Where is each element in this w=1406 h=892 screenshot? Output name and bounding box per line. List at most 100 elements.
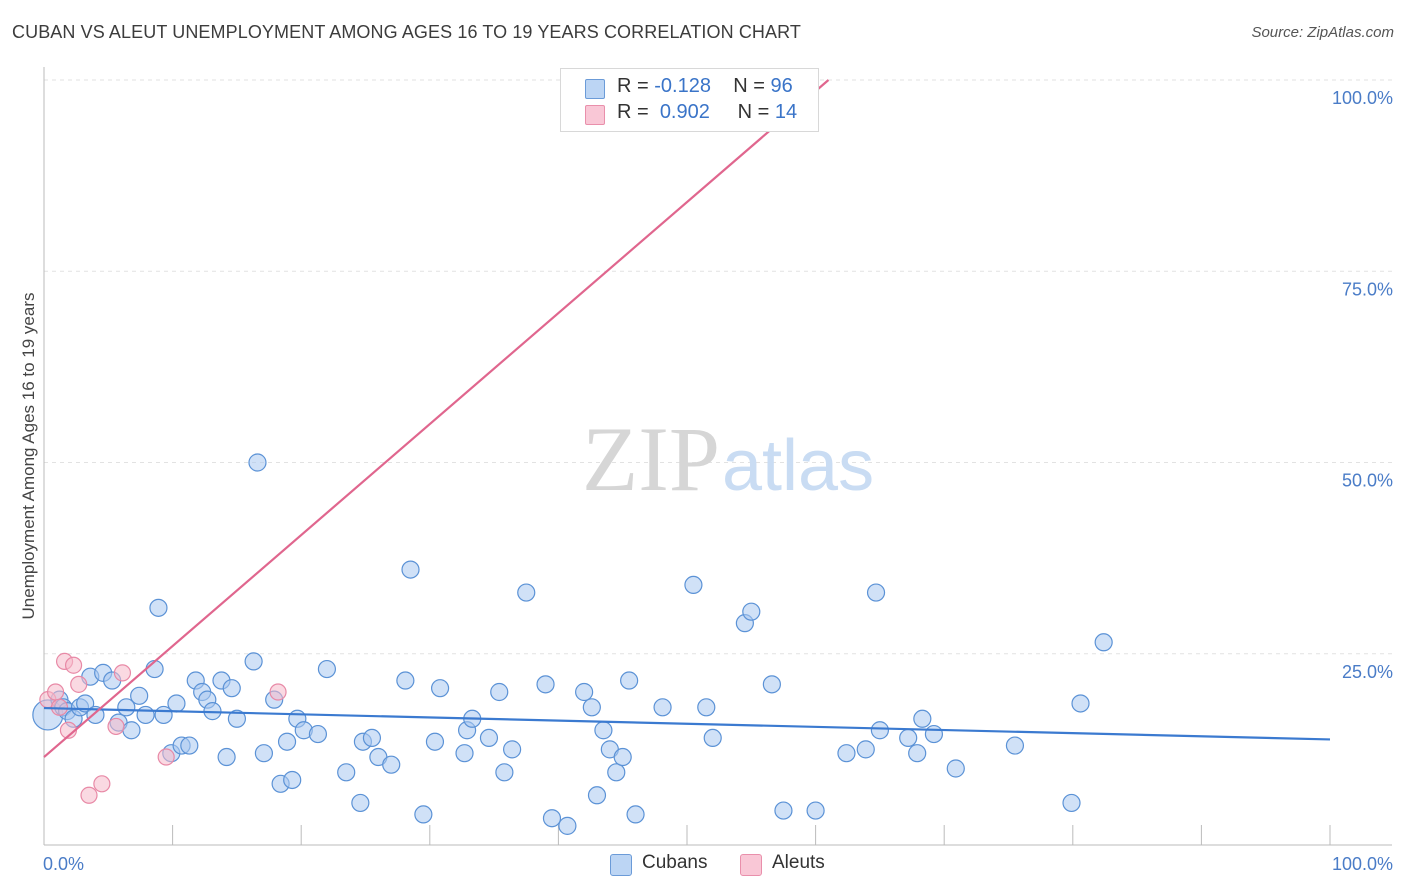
cubans-point [136,705,155,725]
aleuts-trend-line [43,79,830,758]
correlation-legend: R = -0.128 N = 96 R = 0.902 N = 14 [560,68,819,132]
chart-title: CUBAN VS ALEUT UNEMPLOYMENT AMONG AGES 1… [12,22,801,42]
cubans-points [32,453,1113,835]
legend-n-label: N = [737,101,770,123]
cubans-point [870,721,890,740]
aleuts-point [107,717,125,736]
aleuts-point [113,664,132,682]
cubans-point [248,453,267,472]
legend-r-value: -0.128 [654,75,711,97]
watermark-atlas: atlas [722,426,874,506]
cubans-point [653,698,672,717]
cubans-point [308,724,328,744]
cubans-point [703,728,722,748]
cubans-point [806,801,825,820]
cubans-point [626,805,645,824]
cubans-point [594,721,613,740]
cubans-point [899,728,918,748]
aleuts-swatch [585,105,605,125]
cubans-point [244,652,263,671]
cubans-point [479,728,499,748]
cubans-swatch [585,79,605,99]
y-tick-label: 25.0% [1342,662,1393,682]
cubans-point [130,686,149,705]
cubans-point [167,694,186,713]
cubans-point [122,721,141,740]
cubans-point [145,659,164,679]
legend-r-value: 0.902 [659,101,710,123]
aleuts-point [64,656,83,674]
aleuts-point [269,683,287,701]
cubans-point [362,728,382,748]
cubans-point [455,744,474,763]
cubans-legend-label: Cubans [642,852,708,873]
x-tick-label: 100.0% [1332,854,1393,874]
cubans-point [582,698,601,717]
cubans-point [180,736,199,755]
cubans-point [866,583,886,602]
aleuts-point [157,748,175,766]
cubans-point [1094,633,1113,652]
cubans-point [495,763,514,782]
cubans-legend-swatch [610,854,632,876]
aleuts-legend-label: Aleuts [772,852,825,873]
aleuts-point [70,675,88,693]
cubans-point [558,816,577,835]
cubans-point [536,675,555,694]
cubans-point [774,801,793,820]
cubans-point [575,682,594,702]
cubans-point [317,659,337,679]
cubans-point [382,755,401,774]
cubans-point [542,809,562,828]
cubans-point [277,732,297,751]
cubans-point [227,709,246,728]
y-tick-label: 75.0% [1342,279,1393,299]
x-tick-label: 0.0% [43,854,84,874]
cubans-point [337,763,356,782]
cubans-point [837,744,856,763]
cubans-point [1062,793,1081,813]
cubans-point [351,793,370,813]
cubans-point [503,740,522,759]
cubans-point [697,698,716,717]
aleuts-point [80,786,98,804]
y-axis-label: Unemployment Among Ages 16 to 19 years [19,293,38,620]
legend-n-value: 14 [774,101,798,123]
trend-lines [43,79,1331,758]
cubans-point [76,694,95,713]
cubans-point [425,732,445,751]
cubans-point [430,679,450,698]
legend-r-label: R = [617,101,649,123]
cubans-point [1005,736,1025,755]
y-tick-label: 100.0% [1332,88,1393,108]
cubans-point [117,698,136,717]
cubans-point [414,805,433,824]
cubans-point [149,598,168,617]
cubans-point [401,560,420,579]
cubans-point [587,786,607,805]
cubans-point [607,763,626,782]
aleuts-point [46,683,65,701]
legend-n-label: N = [733,75,765,97]
cubans-point [613,747,632,767]
grid-lines [44,79,1392,655]
aleuts-point [93,775,111,793]
aleuts-legend-swatch [740,854,762,876]
cubans-point [1071,694,1090,713]
cubans-point [924,724,944,744]
cubans-point [254,744,274,763]
legend-n-value: 96 [770,75,793,97]
cubans-point [856,740,875,759]
cubans-point [217,747,236,767]
cubans-trend-line [43,706,1331,741]
cubans-point [742,602,761,621]
tick-labels: 25.0% 50.0% 75.0% 100.0% 0.0% 100.0% [43,88,1393,874]
cubans-point [908,744,927,763]
cubans-point [684,575,703,595]
cubans-point [517,583,536,602]
cubans-point [86,705,105,725]
cubans-point [946,759,965,778]
watermark-zip: ZIP [582,408,720,510]
cubans-point [620,671,639,690]
